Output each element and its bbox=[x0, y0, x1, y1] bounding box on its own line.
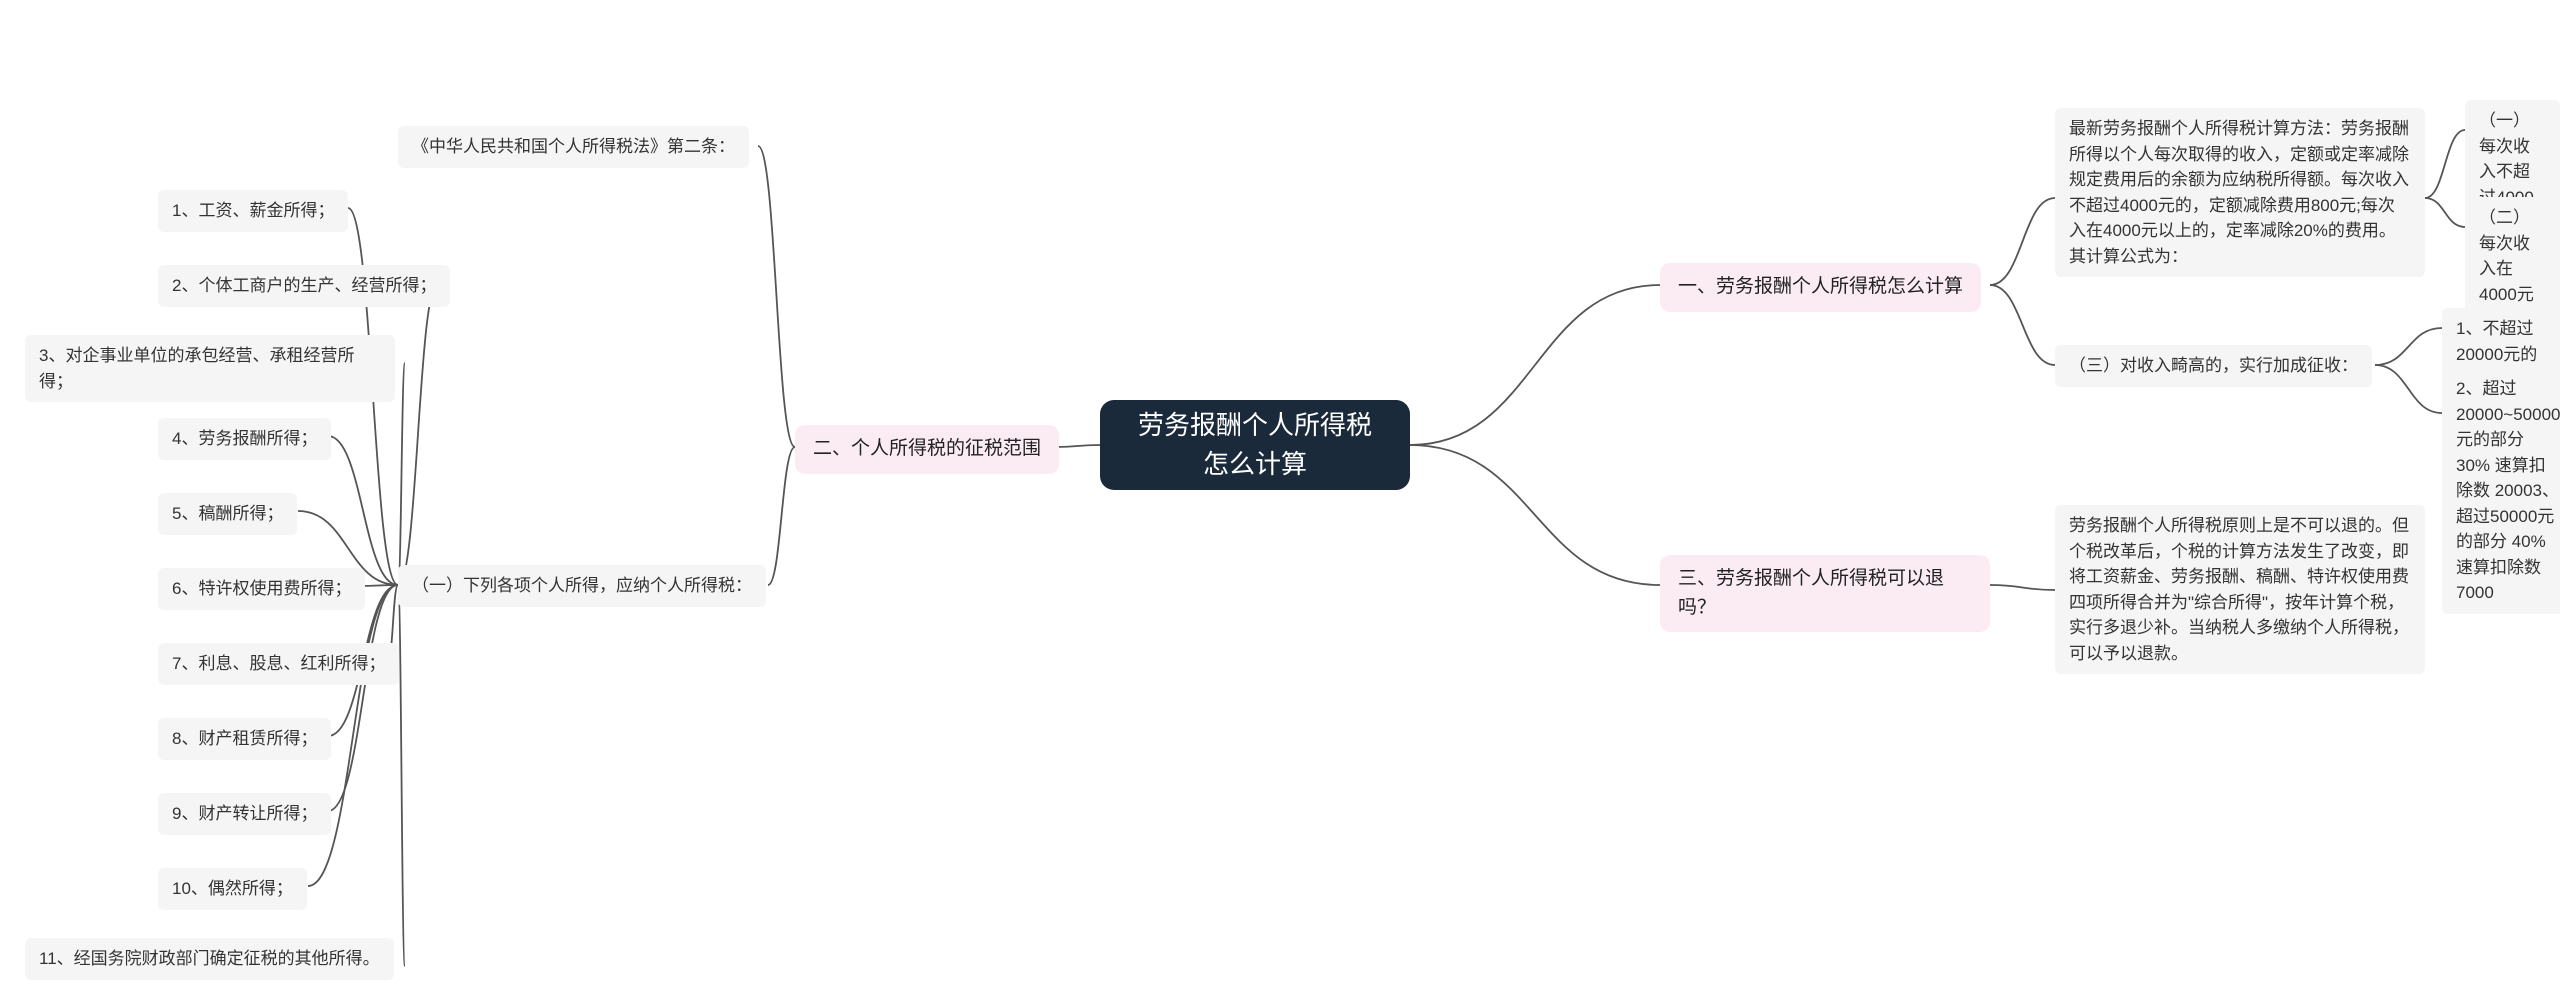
b1-child-2b: 2、超过20000~50000元的部分 30% 速算扣除数 20003、超过50… bbox=[2442, 368, 2560, 614]
branch-1[interactable]: 一、劳务报酬个人所得税怎么计算 bbox=[1660, 263, 1981, 312]
leaf-5: 5、稿酬所得； bbox=[158, 493, 297, 535]
leaf-9: 9、财产转让所得； bbox=[158, 793, 331, 835]
leaf-3: 3、对企事业单位的承包经营、承租经营所得； bbox=[25, 335, 395, 402]
leaf-7: 7、利息、股息、红利所得； bbox=[158, 643, 399, 685]
leaf-2: 2、个体工商户的生产、经营所得； bbox=[158, 265, 450, 307]
leaf-10: 10、偶然所得； bbox=[158, 868, 307, 910]
b2-child-1: 《中华人民共和国个人所得税法》第二条： bbox=[398, 126, 749, 168]
root-node[interactable]: 劳务报酬个人所得税怎么计算 bbox=[1100, 400, 1410, 490]
leaf-6: 6、特许权使用费所得； bbox=[158, 568, 365, 610]
branch-3[interactable]: 三、劳务报酬个人所得税可以退吗？ bbox=[1660, 555, 1990, 632]
b1-child-1: 最新劳务报酬个人所得税计算方法：劳务报酬所得以个人每次取得的收入，定额或定率减除… bbox=[2055, 108, 2425, 277]
b2-child-2: （一）下列各项个人所得，应纳个人所得税： bbox=[398, 565, 766, 607]
leaf-4: 4、劳务报酬所得； bbox=[158, 418, 331, 460]
leaf-11: 11、经国务院财政部门确定征税的其他所得。 bbox=[25, 938, 394, 980]
leaf-1: 1、工资、薪金所得； bbox=[158, 190, 348, 232]
b3-child-1: 劳务报酬个人所得税原则上是不可以退的。但个税改革后，个税的计算方法发生了改变，即… bbox=[2055, 505, 2425, 674]
branch-2[interactable]: 二、个人所得税的征税范围 bbox=[795, 425, 1059, 474]
leaf-8: 8、财产租赁所得； bbox=[158, 718, 331, 760]
b1-child-2: （三）对收入畸高的，实行加成征收： bbox=[2055, 345, 2372, 387]
